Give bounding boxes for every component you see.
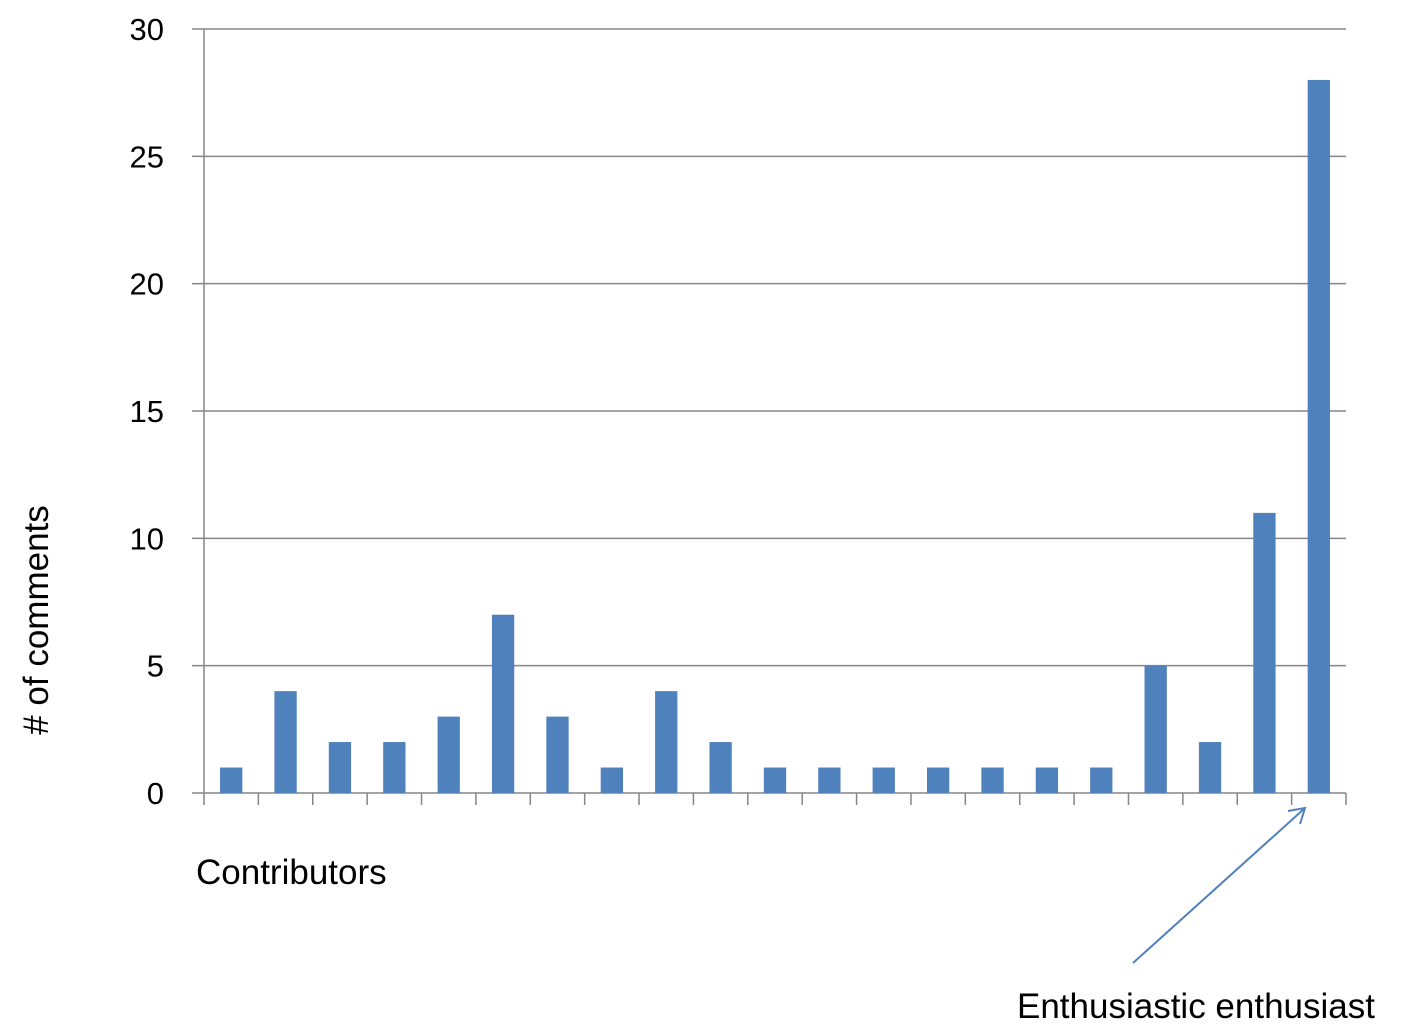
bar	[600, 767, 624, 793]
bar	[328, 742, 352, 793]
bar	[546, 716, 569, 793]
y-tick-label: 30	[130, 12, 164, 47]
gridlines	[204, 28, 1346, 667]
bar	[274, 691, 297, 793]
annotation-arrow-head	[1287, 806, 1307, 825]
bars	[220, 79, 1330, 793]
y-tick-label: 20	[130, 267, 164, 302]
x-axis-label: Contributors	[196, 853, 387, 892]
bar	[220, 767, 243, 793]
bar	[981, 767, 1004, 793]
bar	[818, 767, 841, 793]
y-tick-label: 5	[147, 649, 164, 684]
axes	[192, 28, 1347, 805]
bar	[383, 742, 406, 793]
bar	[1035, 767, 1059, 793]
bar	[491, 614, 515, 793]
bar	[655, 691, 678, 793]
bar	[709, 742, 732, 793]
y-tick-label: 10	[130, 521, 164, 556]
annotation-text: Enthusiastic enthusiast	[1017, 987, 1375, 1026]
bar	[872, 767, 895, 793]
y-axis-label: # of comments	[17, 505, 56, 735]
bar	[1198, 742, 1222, 793]
bar	[1090, 767, 1113, 793]
annotation: Enthusiastic enthusiast	[1017, 806, 1375, 1026]
bar	[437, 716, 460, 793]
annotation-arrow-line	[1132, 807, 1306, 964]
bar	[1253, 512, 1276, 793]
y-tick-labels: 0 5 10 15 20 25 30	[130, 12, 164, 811]
bar	[926, 767, 950, 793]
y-tick-label: 25	[130, 139, 164, 174]
bar	[1307, 79, 1330, 793]
bar	[763, 767, 787, 793]
y-tick-label: 0	[147, 776, 164, 811]
y-tick-label: 15	[130, 394, 164, 429]
bar	[1144, 665, 1167, 793]
